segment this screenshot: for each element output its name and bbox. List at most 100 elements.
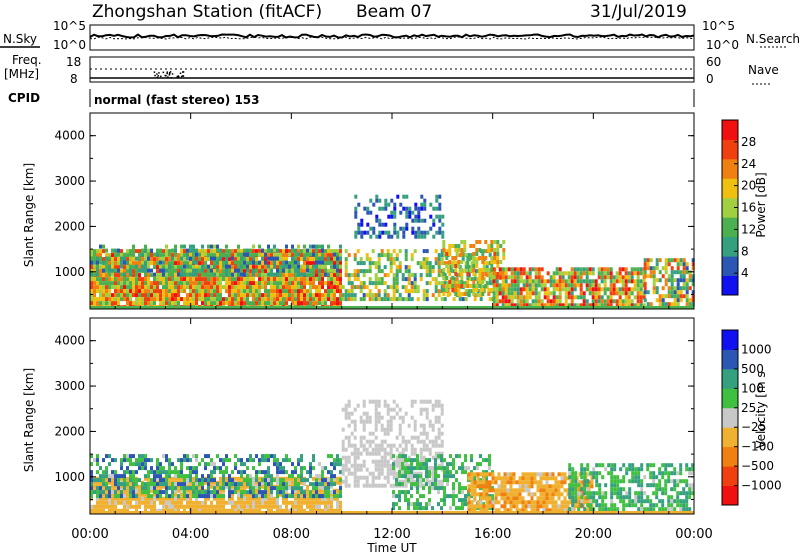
velocity-cell-4 (482, 492, 486, 497)
velocity-cell-4 (542, 492, 546, 497)
power-cell-3 (393, 222, 397, 227)
velocity-cell-1 (204, 454, 207, 459)
velocity-cell-1 (243, 462, 246, 467)
power-cell-3 (387, 214, 391, 219)
power-cell-4 (490, 276, 494, 280)
velocity-cell-0 (315, 496, 318, 501)
velocity-cell-1 (270, 494, 273, 499)
power-cell-5 (558, 299, 562, 304)
power-cell-0 (171, 289, 174, 294)
nave-dip-point (157, 75, 160, 77)
power-cell-3 (438, 194, 442, 199)
power-cell-5 (525, 275, 529, 280)
power-cell-1 (90, 252, 93, 257)
velocity-cell-2 (401, 419, 405, 424)
power-cell-0 (114, 301, 117, 306)
velocity-cell-2 (386, 451, 390, 456)
power-cell-1 (141, 248, 144, 253)
power-cell-5 (579, 279, 583, 284)
power-cell-0 (189, 281, 192, 286)
nave-dip-point (170, 77, 173, 79)
velocity-cell-1 (291, 462, 294, 467)
velocity-cell-2 (401, 435, 405, 440)
power-cell-5 (630, 275, 634, 280)
velocity-cell-2 (362, 399, 366, 404)
power-cell-3 (381, 222, 385, 227)
power-cell-3 (414, 206, 418, 211)
power-cell-5 (582, 295, 586, 300)
velocity-cell-0 (231, 492, 234, 497)
velocity-cell-2 (341, 407, 345, 412)
power-cell-2 (479, 297, 483, 302)
power-cell-0 (234, 249, 237, 254)
velocity-cell-0 (237, 488, 240, 493)
velocity-cell-1 (291, 486, 294, 491)
power-cell-6 (667, 302, 671, 307)
velocity-cell-2 (347, 443, 351, 448)
velocity-cell-1 (333, 462, 336, 467)
power-cell-3 (438, 206, 442, 211)
velocity-cell-1 (171, 462, 174, 467)
power-cell-3 (402, 230, 406, 235)
velocity-cell-3 (488, 458, 491, 463)
velocity-cell-2 (380, 467, 384, 472)
power-cell-0 (177, 301, 180, 306)
velocity-cell-4 (560, 476, 564, 481)
velocity-cell-4 (557, 504, 561, 509)
velocity-cell-4 (578, 500, 582, 505)
power-cell-0 (117, 289, 120, 294)
power-cell-0 (312, 301, 315, 306)
velocity-cell-2 (353, 479, 357, 484)
power-cell-1 (240, 256, 243, 261)
velocity-cell-4 (500, 480, 504, 485)
power-cell-6 (661, 298, 665, 303)
power-cell-4 (454, 256, 458, 260)
power-cell-1 (270, 268, 273, 273)
power-cell-0 (336, 249, 339, 254)
power-cell-0 (321, 273, 324, 278)
power-cell-4 (460, 292, 464, 296)
velocity-cell-0 (111, 476, 114, 481)
velocity-cell-1 (153, 470, 156, 475)
velocity-cell-3 (482, 470, 485, 475)
velocity-cell-2 (437, 443, 441, 448)
power-cell-5 (522, 271, 526, 276)
velocity-cell-0 (285, 488, 288, 493)
velocity-cell-0 (111, 508, 114, 513)
velocity-cell-0 (231, 504, 234, 509)
power-cell-5 (558, 271, 562, 276)
velocity-cell-3 (467, 466, 470, 471)
power-cell-0 (102, 297, 105, 302)
velocity-cell-4 (509, 504, 513, 509)
velocity-cell-0 (183, 508, 186, 513)
power-cell-6 (667, 274, 671, 279)
power-cell-1 (324, 272, 327, 277)
power-cell-0 (108, 277, 111, 282)
power-cell-5 (546, 303, 550, 308)
power-cell-1 (252, 272, 255, 277)
power-cell-0 (198, 285, 201, 290)
velocity-cell-2 (401, 415, 405, 420)
velocity-cell-2 (407, 475, 411, 480)
velocity-cell-0 (261, 500, 264, 505)
power-cell-0 (168, 281, 171, 286)
velocity-cell-0 (219, 480, 222, 485)
power-cell-5 (498, 291, 502, 296)
velocity-cell-0 (255, 500, 258, 505)
velocity-cell-2 (395, 435, 399, 440)
velocity-cell-1 (147, 486, 150, 491)
power-cell-0 (276, 285, 279, 290)
power-cell-0 (249, 269, 252, 274)
velocity-cell-1 (330, 470, 333, 475)
power-cell-2 (356, 269, 360, 274)
velocity-cell-1 (171, 494, 174, 499)
power-cell-5 (519, 287, 523, 292)
power-cell-2 (350, 297, 354, 302)
power-cell-1 (213, 260, 216, 265)
power-cell-0 (135, 261, 138, 266)
power-cell-2 (368, 265, 372, 270)
power-cell-0 (108, 261, 111, 266)
velocity-cell-0 (102, 500, 105, 505)
velocity-cell-0 (216, 484, 219, 489)
power-cell-5 (597, 295, 601, 300)
